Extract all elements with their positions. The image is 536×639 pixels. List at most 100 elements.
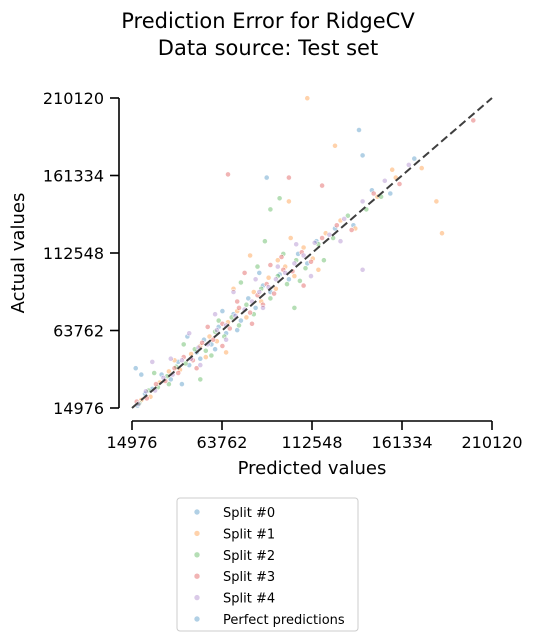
data-point	[359, 198, 366, 205]
data-point	[247, 309, 253, 316]
data-point	[300, 282, 307, 289]
data-point	[278, 254, 285, 260]
data-point	[199, 339, 205, 346]
legend-marker	[193, 572, 201, 580]
perfect-prediction-line	[131, 97, 493, 409]
data-point	[132, 365, 139, 372]
data-point	[237, 317, 244, 324]
x-axis-ticks: 14976 63762 112548 161334 210120	[107, 421, 523, 452]
data-point	[387, 190, 394, 197]
data-point	[396, 181, 403, 187]
data-point	[236, 304, 242, 311]
data-point	[254, 292, 261, 299]
data-point	[178, 381, 185, 387]
data-point	[332, 142, 338, 149]
data-point	[293, 241, 300, 248]
data-point	[261, 238, 268, 245]
data-point	[175, 370, 182, 376]
data-point	[151, 370, 158, 376]
data-point	[212, 311, 218, 318]
data-point	[201, 336, 207, 343]
data-point	[359, 266, 366, 273]
data-point	[276, 195, 283, 202]
data-point	[298, 249, 305, 256]
data-point	[258, 285, 265, 292]
data-point	[215, 323, 222, 330]
data-point	[158, 371, 165, 378]
data-point	[274, 273, 281, 279]
data-point	[197, 355, 204, 362]
data-point	[291, 304, 298, 311]
data-point	[142, 388, 149, 395]
data-point	[263, 174, 270, 181]
data-point	[315, 266, 322, 273]
data-point	[344, 212, 351, 219]
legend-label: Split #4	[223, 592, 275, 607]
data-point	[300, 252, 307, 259]
data-point	[265, 274, 272, 281]
data-point	[197, 362, 204, 368]
chart-title: Prediction Error for RidgeCV	[121, 9, 415, 33]
x-axis-label: Predicted values	[238, 458, 387, 479]
data-point	[260, 304, 266, 311]
data-point	[302, 265, 309, 272]
legend-label: Split #1	[223, 527, 275, 542]
data-point	[221, 333, 228, 340]
legend-label: Split #2	[223, 549, 275, 564]
data-point	[223, 349, 229, 356]
legend-label: Split #0	[223, 506, 275, 521]
data-point	[320, 257, 327, 264]
data-point	[167, 355, 174, 362]
data-point	[243, 301, 250, 308]
data-point	[341, 215, 348, 222]
data-point	[332, 225, 338, 232]
data-point	[470, 117, 477, 124]
data-point	[180, 341, 187, 348]
data-point	[213, 327, 220, 333]
data-point	[348, 227, 355, 233]
scatter-points	[132, 95, 477, 409]
data-point	[212, 346, 218, 353]
data-point	[333, 222, 340, 229]
data-point	[274, 263, 281, 270]
data-point	[241, 269, 248, 276]
data-point	[319, 182, 325, 189]
data-point	[313, 238, 320, 245]
data-point	[272, 276, 279, 283]
data-point	[308, 258, 314, 265]
data-point	[149, 358, 156, 365]
data-point	[287, 235, 294, 241]
data-point	[271, 290, 277, 297]
data-point	[219, 343, 226, 349]
data-point	[280, 250, 287, 257]
data-point	[433, 198, 440, 205]
data-point	[252, 276, 259, 283]
data-point	[249, 320, 255, 327]
data-point	[274, 257, 281, 264]
y-tick-label: 14976	[53, 399, 104, 418]
data-point	[225, 171, 231, 178]
data-point	[285, 276, 292, 283]
x-tick-label: 112548	[281, 433, 342, 452]
data-point	[258, 298, 265, 305]
x-tick-label: 63762	[197, 433, 248, 452]
data-point	[293, 257, 300, 264]
data-point	[356, 127, 362, 133]
data-point	[178, 357, 185, 364]
x-tick-label: 210120	[461, 433, 522, 452]
data-point	[212, 328, 218, 335]
data-point	[234, 298, 241, 305]
y-tick-label: 63762	[53, 322, 104, 341]
data-point	[206, 333, 213, 340]
data-point	[197, 376, 204, 383]
legend-label: Split #3	[223, 570, 275, 585]
y-tick-label: 210120	[43, 89, 104, 108]
data-point	[285, 174, 292, 181]
data-point	[319, 235, 325, 241]
data-point	[153, 381, 159, 387]
legend: Split #0 Split #1 Split #2 Split #3 Split #4…	[176, 497, 359, 632]
data-point	[219, 308, 226, 314]
data-point	[359, 152, 366, 159]
x-tick-label: 161334	[371, 433, 432, 452]
